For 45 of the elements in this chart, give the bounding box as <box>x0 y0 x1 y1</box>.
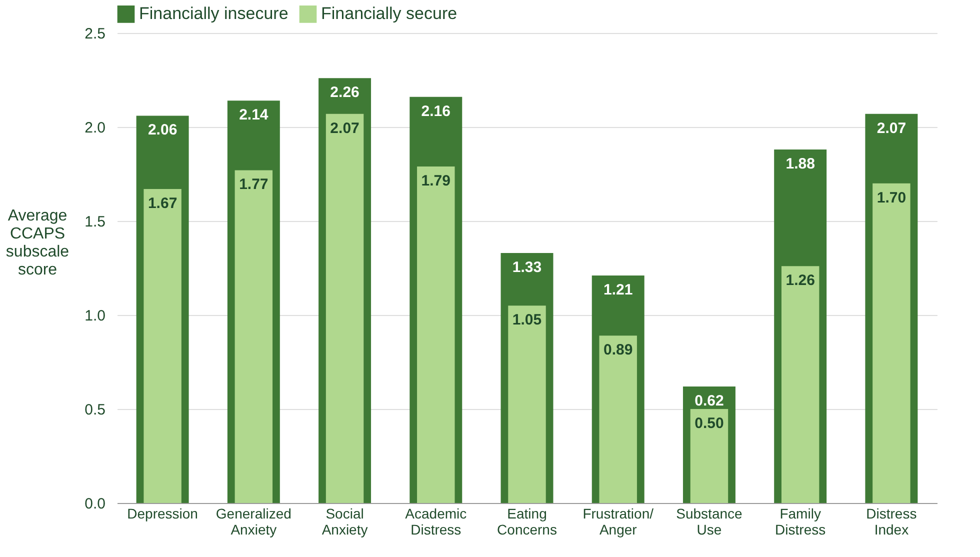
data-label: 1.26 <box>786 272 815 290</box>
bar <box>508 306 546 503</box>
x-tick-label: Academic Distress <box>405 506 467 538</box>
y-tick-label: 1.5 <box>84 214 106 230</box>
data-label: 1.33 <box>512 258 542 276</box>
data-label: 2.26 <box>330 84 360 102</box>
data-label: 0.62 <box>694 392 724 410</box>
x-tick-label: Eating Concerns <box>497 506 557 538</box>
data-label: 0.89 <box>604 342 633 359</box>
y-tick-label: 2.5 <box>84 26 106 42</box>
x-tick-label: Social Anxiety <box>322 506 368 538</box>
data-label: 2.16 <box>421 102 450 120</box>
x-tick-label: Family Distress <box>775 506 826 538</box>
y-tick-label: 2.0 <box>84 120 106 136</box>
legend-label: Financially secure <box>321 4 458 24</box>
x-tick-label: Generalized Anxiety <box>216 506 292 538</box>
x-tick-label: Frustration/ Anger <box>582 506 654 538</box>
data-label: 0.50 <box>694 415 724 432</box>
bar <box>234 170 273 503</box>
x-tick-label: Distress Index <box>866 506 917 538</box>
x-tick-label: Substance Use <box>676 506 743 538</box>
y-tick-label: 1.0 <box>84 308 106 324</box>
bar <box>872 183 910 503</box>
legend-label: Financially insecure <box>139 4 288 24</box>
data-label: 2.07 <box>330 120 360 137</box>
data-label: 2.07 <box>876 120 906 137</box>
bar <box>690 409 728 503</box>
data-label: 1.79 <box>421 172 450 190</box>
data-label: 1.67 <box>148 195 178 212</box>
data-label: 1.77 <box>239 176 268 194</box>
bar <box>781 266 820 503</box>
bar <box>326 114 364 503</box>
data-label: 1.05 <box>512 312 542 329</box>
data-label: 1.70 <box>876 189 906 206</box>
bar <box>599 336 637 503</box>
x-tick-label: Depression <box>127 506 198 522</box>
y-tick-label: 0.0 <box>84 496 106 512</box>
y-tick-label: 0.5 <box>84 402 106 418</box>
bar <box>144 189 182 503</box>
data-label: 1.21 <box>604 282 633 299</box>
data-label: 2.14 <box>239 106 269 124</box>
data-label: 2.06 <box>148 122 178 139</box>
bar <box>417 166 455 503</box>
y-axis-title: Average CCAPS subscale score <box>6 208 70 278</box>
data-label: 1.88 <box>786 156 815 173</box>
